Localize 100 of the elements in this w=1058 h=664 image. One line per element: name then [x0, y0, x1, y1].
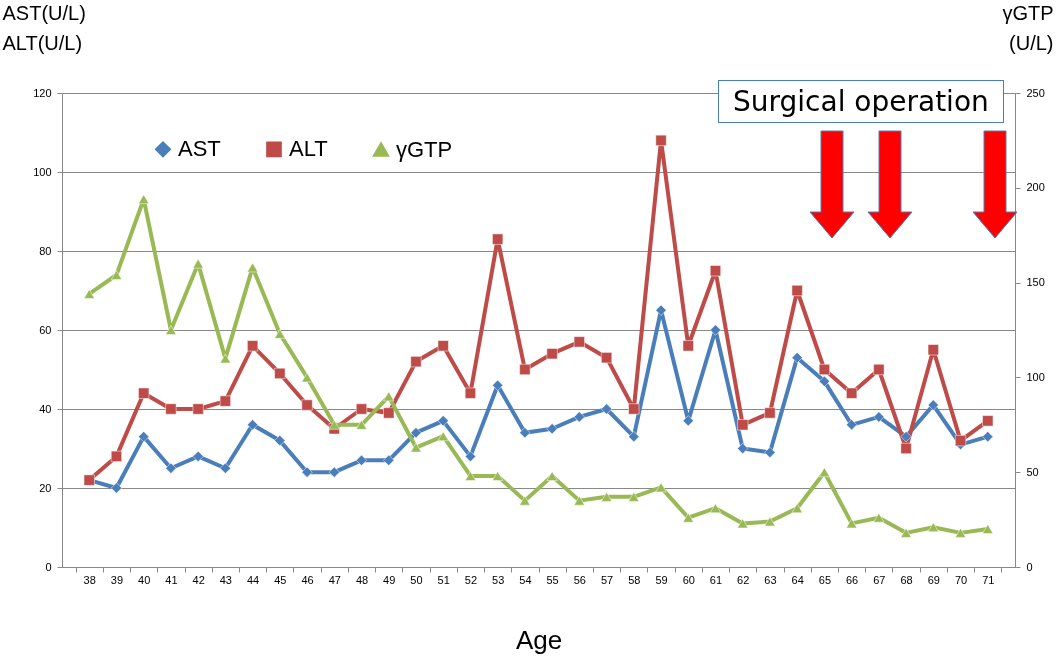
- x-tick-label: 62: [737, 573, 750, 586]
- point: [601, 403, 613, 415]
- x-tick-label: 67: [873, 573, 886, 586]
- point: [492, 471, 504, 481]
- x-tick-label: 54: [519, 573, 532, 586]
- point: [410, 427, 422, 439]
- x-tick-label: 57: [600, 573, 614, 586]
- point: [601, 352, 613, 364]
- x-tick-label: 50: [410, 573, 423, 586]
- point: [791, 503, 803, 514]
- point: [247, 262, 259, 273]
- y2-axis-title: γGTP (U/L): [1002, 1, 1054, 54]
- point: [573, 411, 585, 423]
- annotation: Surgical operation: [718, 80, 1004, 123]
- point: [464, 387, 476, 399]
- point: [546, 423, 558, 435]
- point: [192, 258, 204, 269]
- point: [927, 522, 939, 532]
- point: [356, 420, 368, 430]
- point: [818, 467, 830, 477]
- x-tick-label: 48: [355, 573, 369, 586]
- point: [437, 340, 449, 352]
- point: [138, 194, 150, 204]
- point: [927, 344, 939, 356]
- point: [410, 356, 422, 368]
- x-tick-label: 43: [219, 573, 232, 586]
- point: [519, 495, 531, 506]
- point: [328, 466, 340, 478]
- point: [655, 482, 667, 493]
- y-axis-title: AST(U/L) ALT(U/L): [2, 1, 86, 54]
- point: [655, 304, 667, 316]
- point: [628, 492, 640, 502]
- x-tick-label: 38: [83, 573, 96, 586]
- x-tick-label: 39: [110, 573, 124, 586]
- point: [846, 419, 858, 431]
- x-tick-label: 55: [546, 573, 559, 586]
- x-tick-label: 41: [165, 573, 178, 586]
- point: [628, 431, 640, 443]
- x-tick-label: 47: [328, 573, 341, 586]
- y-tick-label: 20: [39, 481, 52, 494]
- point: [737, 419, 749, 431]
- x-tick-label: 69: [927, 573, 940, 586]
- point: [383, 407, 395, 419]
- point: [301, 399, 313, 411]
- point: [955, 435, 967, 447]
- x-tick-label: 40: [138, 573, 151, 586]
- point: [410, 442, 422, 453]
- x-tick-label: 61: [709, 573, 723, 586]
- point: [873, 512, 885, 523]
- point: [900, 431, 912, 443]
- point: [356, 454, 368, 466]
- point: [138, 431, 150, 443]
- x-tick-label: 65: [818, 573, 832, 586]
- point: [110, 482, 122, 494]
- x-axis-title: Age: [515, 624, 563, 655]
- point: [846, 518, 858, 529]
- point: [274, 329, 286, 339]
- point: [628, 403, 640, 415]
- point: [682, 340, 694, 352]
- point: [247, 419, 259, 431]
- point: [573, 495, 585, 506]
- point: [301, 372, 313, 383]
- legend-label: ALT: [289, 136, 328, 162]
- point: [383, 391, 395, 402]
- point: [818, 364, 830, 375]
- x-tick-label: 70: [954, 573, 968, 586]
- x-tick-label: 52: [464, 573, 478, 586]
- point: [192, 450, 204, 462]
- y-tick-label: 60: [39, 323, 52, 336]
- point: [247, 340, 259, 352]
- point: [437, 431, 449, 441]
- point: [219, 395, 231, 407]
- x-tick-label: 46: [301, 573, 314, 586]
- x-tick-label: 63: [764, 573, 777, 586]
- point: [437, 415, 449, 427]
- point: [83, 289, 95, 299]
- point: [764, 407, 776, 419]
- point: [900, 528, 912, 538]
- x-tick-label: 51: [437, 573, 450, 586]
- point: [383, 454, 395, 466]
- point: [900, 443, 912, 454]
- point: [519, 364, 531, 375]
- y2-tick-label: 100: [1026, 370, 1045, 383]
- point: [818, 375, 830, 387]
- point: [165, 403, 177, 415]
- point: [764, 516, 776, 527]
- point: [873, 411, 885, 423]
- point: [464, 450, 476, 462]
- point: [219, 353, 231, 364]
- x-tick-label: 71: [982, 573, 995, 586]
- y-tick-label: 100: [33, 165, 52, 178]
- y2-tick-label: 150: [1026, 276, 1045, 289]
- x-tick-label: 59: [655, 573, 668, 586]
- x-tick-label: 42: [192, 573, 205, 586]
- point: [110, 450, 122, 462]
- x-tick-label: 68: [900, 573, 913, 586]
- y2-tick-label: 200: [1026, 181, 1045, 194]
- point: [573, 336, 585, 348]
- x-tick-label: 60: [682, 573, 695, 586]
- point: [546, 471, 558, 481]
